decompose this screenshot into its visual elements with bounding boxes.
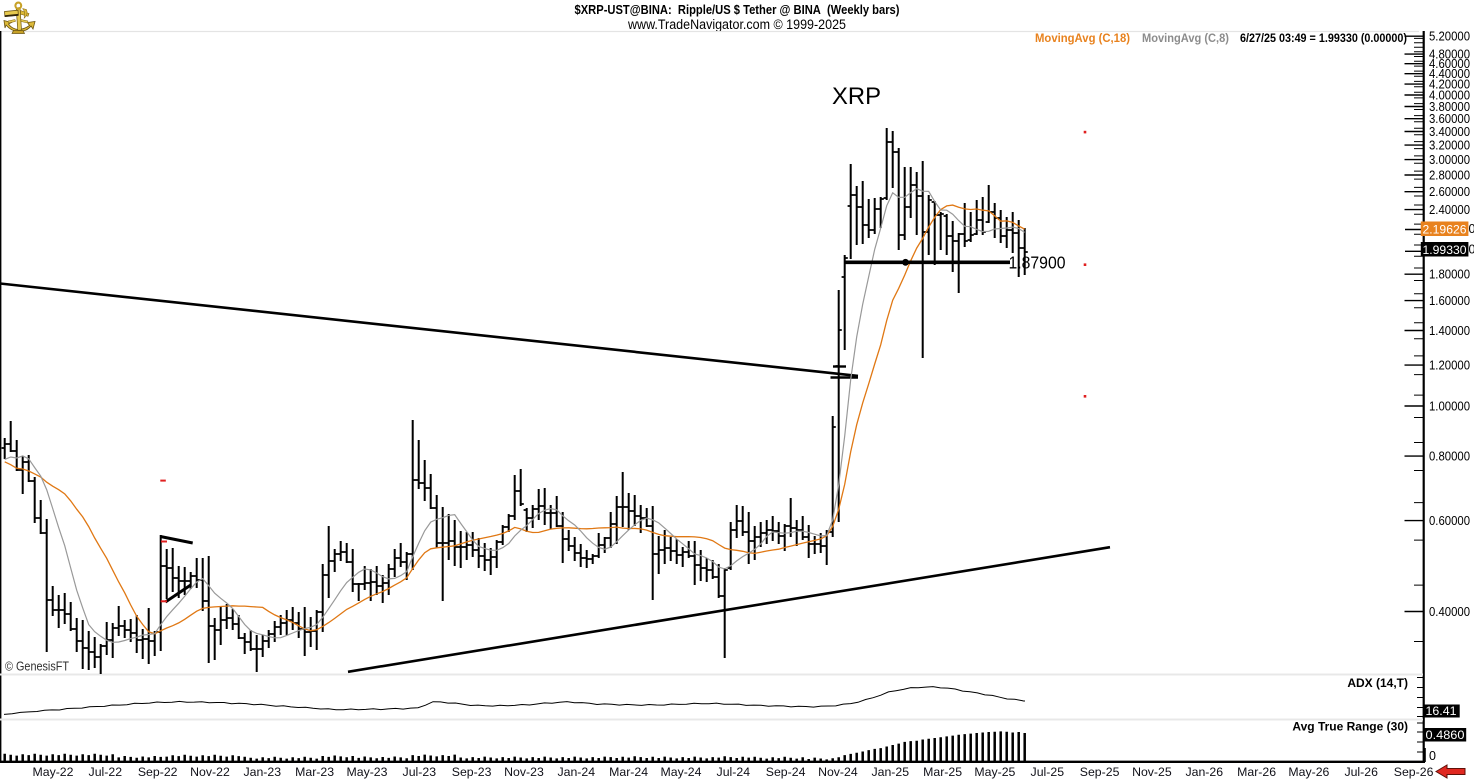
svg-text:MovingAvg (C,8): MovingAvg (C,8) — [1142, 31, 1229, 45]
svg-text:Mar-24: Mar-24 — [609, 765, 648, 779]
svg-text:Sep-22: Sep-22 — [138, 765, 178, 779]
svg-text:Sep-25: Sep-25 — [1080, 765, 1120, 779]
svg-text:3.00000: 3.00000 — [1429, 153, 1470, 167]
svg-text:0: 0 — [1469, 222, 1474, 236]
svg-text:May-24: May-24 — [660, 765, 701, 779]
svg-text:May-25: May-25 — [974, 765, 1015, 779]
svg-text:© GenesisFT: © GenesisFT — [5, 659, 69, 674]
svg-text:May-26: May-26 — [1288, 765, 1329, 779]
svg-text:3.40000: 3.40000 — [1429, 125, 1470, 139]
svg-text:Mar-25: Mar-25 — [923, 765, 962, 779]
svg-text:$XRP-UST@BINA: Ripple/US $ Te: $XRP-UST@BINA: Ripple/US $ Tether @ BINA… — [575, 2, 900, 17]
svg-text:3.80000: 3.80000 — [1429, 100, 1470, 114]
svg-text:1.20000: 1.20000 — [1429, 358, 1470, 372]
svg-text:2.40000: 2.40000 — [1429, 203, 1470, 217]
svg-text:0: 0 — [1429, 749, 1436, 763]
svg-text:6/27/25 03:49 = 1.99330 (0.000: 6/27/25 03:49 = 1.99330 (0.00000) — [1240, 31, 1407, 45]
svg-text:May-23: May-23 — [346, 765, 387, 779]
svg-text:4.40000: 4.40000 — [1429, 67, 1470, 81]
svg-text:www.TradeNavigator.com © 1999-: www.TradeNavigator.com © 1999-2025 — [627, 17, 846, 32]
svg-text:0.4860: 0.4860 — [1426, 728, 1465, 742]
svg-text:1.00000: 1.00000 — [1429, 399, 1470, 413]
svg-text:Jan-26: Jan-26 — [1185, 765, 1223, 779]
svg-text:16.41: 16.41 — [1426, 704, 1457, 718]
svg-text:Nov-24: Nov-24 — [818, 765, 858, 779]
svg-text:4.20000: 4.20000 — [1429, 77, 1470, 91]
svg-text:Sep-23: Sep-23 — [452, 765, 492, 779]
svg-text:1.80000: 1.80000 — [1429, 268, 1470, 282]
svg-text:MovingAvg (C,18): MovingAvg (C,18) — [1035, 31, 1130, 45]
svg-text:ADX (14,T): ADX (14,T) — [1347, 676, 1408, 690]
svg-text:Sep-24: Sep-24 — [766, 765, 806, 779]
svg-text:Mar-26: Mar-26 — [1237, 765, 1276, 779]
svg-text:XRP: XRP — [832, 83, 881, 110]
svg-text:Jan-23: Jan-23 — [243, 765, 281, 779]
svg-text:2.19626: 2.19626 — [1423, 223, 1467, 237]
svg-text:Nov-22: Nov-22 — [190, 765, 230, 779]
svg-text:1.99330: 1.99330 — [1423, 243, 1467, 257]
svg-text:0.40000: 0.40000 — [1429, 605, 1470, 619]
svg-text:3.60000: 3.60000 — [1429, 112, 1470, 126]
svg-text:2.80000: 2.80000 — [1429, 168, 1470, 182]
svg-text:3.20000: 3.20000 — [1429, 138, 1470, 152]
svg-text:4.00000: 4.00000 — [1429, 88, 1470, 102]
svg-text:2.60000: 2.60000 — [1429, 185, 1470, 199]
svg-text:Jul-24: Jul-24 — [717, 765, 751, 779]
svg-text:Jul-26: Jul-26 — [1344, 765, 1378, 779]
svg-text:Mar-23: Mar-23 — [295, 765, 334, 779]
svg-text:0.80000: 0.80000 — [1429, 449, 1470, 463]
svg-text:Sep-26: Sep-26 — [1394, 765, 1434, 779]
svg-text:Jul-22: Jul-22 — [89, 765, 123, 779]
svg-text:Nov-23: Nov-23 — [504, 765, 544, 779]
svg-text:1.60000: 1.60000 — [1429, 294, 1470, 308]
svg-text:1.40000: 1.40000 — [1429, 324, 1470, 338]
svg-text:Jan-25: Jan-25 — [871, 765, 909, 779]
svg-text:0.60000: 0.60000 — [1429, 514, 1470, 528]
svg-text:Avg True Range (30): Avg True Range (30) — [1292, 720, 1408, 734]
svg-text:1.87900: 1.87900 — [1009, 253, 1066, 273]
svg-text:Nov-25: Nov-25 — [1132, 765, 1172, 779]
svg-text:May-22: May-22 — [32, 765, 73, 779]
svg-text:0: 0 — [1469, 243, 1474, 257]
svg-text:5.20000: 5.20000 — [1429, 30, 1470, 44]
svg-text:4.80000: 4.80000 — [1429, 47, 1470, 61]
svg-text:Jul-23: Jul-23 — [403, 765, 437, 779]
svg-text:Jan-24: Jan-24 — [557, 765, 595, 779]
svg-text:4.60000: 4.60000 — [1429, 57, 1470, 71]
svg-text:Jul-25: Jul-25 — [1031, 765, 1065, 779]
